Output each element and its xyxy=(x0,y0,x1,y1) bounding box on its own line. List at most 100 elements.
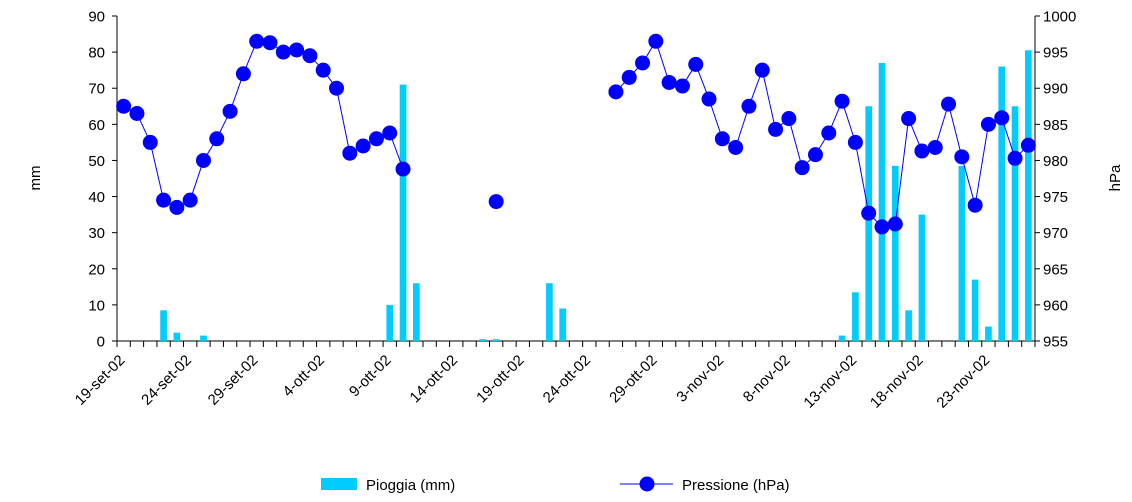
right-tick-label: 975 xyxy=(1043,189,1068,206)
pressure-point xyxy=(302,48,318,64)
pressure-line-segment xyxy=(974,124,989,206)
x-axis-ticks: 19-set-02 24-set-02 29-set-02 4-ott-02 9-ott… xyxy=(72,341,1036,412)
pressure-point xyxy=(674,78,690,94)
right-tick-label: 990 xyxy=(1043,81,1068,98)
pressure-point xyxy=(368,131,384,147)
x-tick-label: 29-ott-02 xyxy=(606,352,660,406)
pressure-point xyxy=(382,125,398,141)
x-tick-label: 18-nov-02 xyxy=(867,352,927,412)
x-tick-label: 23-nov-02 xyxy=(933,352,993,412)
right-axis-ticks: 955 960 965 970 975 980 985 990 995 1000 xyxy=(1035,9,1076,351)
legend-pressure-marker xyxy=(639,476,655,492)
legend-rain-swatch xyxy=(321,478,357,490)
right-tick-label: 985 xyxy=(1043,117,1068,134)
rain-bar xyxy=(559,308,567,341)
rain-bar xyxy=(958,165,966,341)
pressure-point xyxy=(768,121,784,137)
pressure-point xyxy=(395,161,411,177)
pressure-point xyxy=(901,111,917,127)
pressure-point xyxy=(781,111,797,127)
x-tick-label: 29-set-02 xyxy=(205,352,262,409)
y-axis-title: mm xyxy=(27,166,44,191)
rain-bar xyxy=(200,335,207,341)
pressure-point xyxy=(1007,150,1023,166)
right-tick-label: 1000 xyxy=(1043,9,1076,26)
pressure-line-segment xyxy=(934,103,949,148)
pressure-point xyxy=(847,134,863,150)
pressure-point xyxy=(156,192,172,208)
right-tick-label: 965 xyxy=(1043,261,1068,278)
pressure-line-segment xyxy=(336,88,351,154)
x-tick-label: 4-ott-02 xyxy=(279,352,328,401)
pressure-line-segment xyxy=(854,142,870,214)
pressure-point xyxy=(315,62,331,78)
left-tick-label: 50 xyxy=(88,153,105,170)
x-tick-label: 8-nov-02 xyxy=(740,352,794,406)
rain-bar xyxy=(905,310,912,341)
pressure-point xyxy=(195,152,211,168)
pressure-point xyxy=(262,35,278,51)
rain-bars xyxy=(160,50,1032,342)
left-axis-ticks: 0 10 20 30 40 50 60 70 80 90 xyxy=(88,9,117,351)
rain-bar xyxy=(891,165,899,341)
pressure-point xyxy=(355,138,371,154)
right-tick-label: 995 xyxy=(1043,45,1068,62)
rain-bar xyxy=(852,292,859,341)
pressure-point xyxy=(728,139,744,155)
rain-bar xyxy=(865,106,873,342)
pressure-point xyxy=(754,62,770,78)
rain-bar xyxy=(173,332,181,341)
pressure-point xyxy=(807,147,823,163)
pressure-point xyxy=(874,219,890,235)
rain-bar xyxy=(1011,106,1019,342)
pressure-point xyxy=(741,98,757,114)
pressure-point xyxy=(980,116,996,132)
x-tick-label: 19-ott-02 xyxy=(473,352,527,406)
plot-area: 0 10 20 30 40 50 60 70 80 90 955 960 965 970 975 980 98… xyxy=(72,9,1077,412)
pressure-line-segment xyxy=(894,118,910,225)
rain-bar xyxy=(918,214,926,341)
rain-bar xyxy=(1025,50,1032,342)
rain-bar xyxy=(998,66,1006,342)
pressure-point xyxy=(275,44,291,60)
pressure-point xyxy=(661,74,677,90)
pressure-point xyxy=(927,139,943,155)
right-tick-label: 970 xyxy=(1043,225,1068,242)
left-tick-label: 80 xyxy=(88,45,105,62)
rain-bar xyxy=(971,279,979,341)
pressure-point xyxy=(887,216,903,232)
pressure-point xyxy=(116,98,132,114)
rain-bar xyxy=(492,339,500,341)
pressure-point xyxy=(941,96,957,112)
pressure-point xyxy=(488,194,504,210)
pressure-point xyxy=(235,66,251,82)
left-tick-label: 40 xyxy=(88,189,105,206)
x-tick-label: 9-ott-02 xyxy=(346,352,395,401)
pressure-point xyxy=(994,110,1010,126)
pressure-point xyxy=(648,33,664,49)
x-tick-label: 24-set-02 xyxy=(138,352,195,409)
left-tick-label: 90 xyxy=(88,9,105,26)
left-tick-label: 20 xyxy=(88,261,105,278)
rain-bar xyxy=(878,62,886,341)
pressure-point xyxy=(182,192,198,208)
pressure-point xyxy=(794,160,810,176)
rain-bar xyxy=(546,283,553,341)
left-tick-label: 70 xyxy=(88,81,105,98)
pressure-point xyxy=(289,42,305,58)
pressure-point xyxy=(222,103,238,119)
right-tick-label: 960 xyxy=(1043,297,1068,314)
x-tick-label: 3-nov-02 xyxy=(673,352,727,406)
pressure-point xyxy=(608,84,624,100)
pressure-point xyxy=(967,197,983,213)
pressure-point xyxy=(914,143,930,159)
legend: Pioggia (mm) Pressione (hPa) xyxy=(321,476,790,494)
pressure-point xyxy=(342,145,358,161)
pressure-point xyxy=(688,56,704,72)
pressure-point xyxy=(861,205,877,221)
right-tick-label: 955 xyxy=(1043,334,1068,351)
pressure-point xyxy=(142,134,158,150)
pressure-point xyxy=(834,93,850,109)
left-tick-label: 10 xyxy=(88,297,105,314)
left-tick-label: 60 xyxy=(88,117,105,134)
